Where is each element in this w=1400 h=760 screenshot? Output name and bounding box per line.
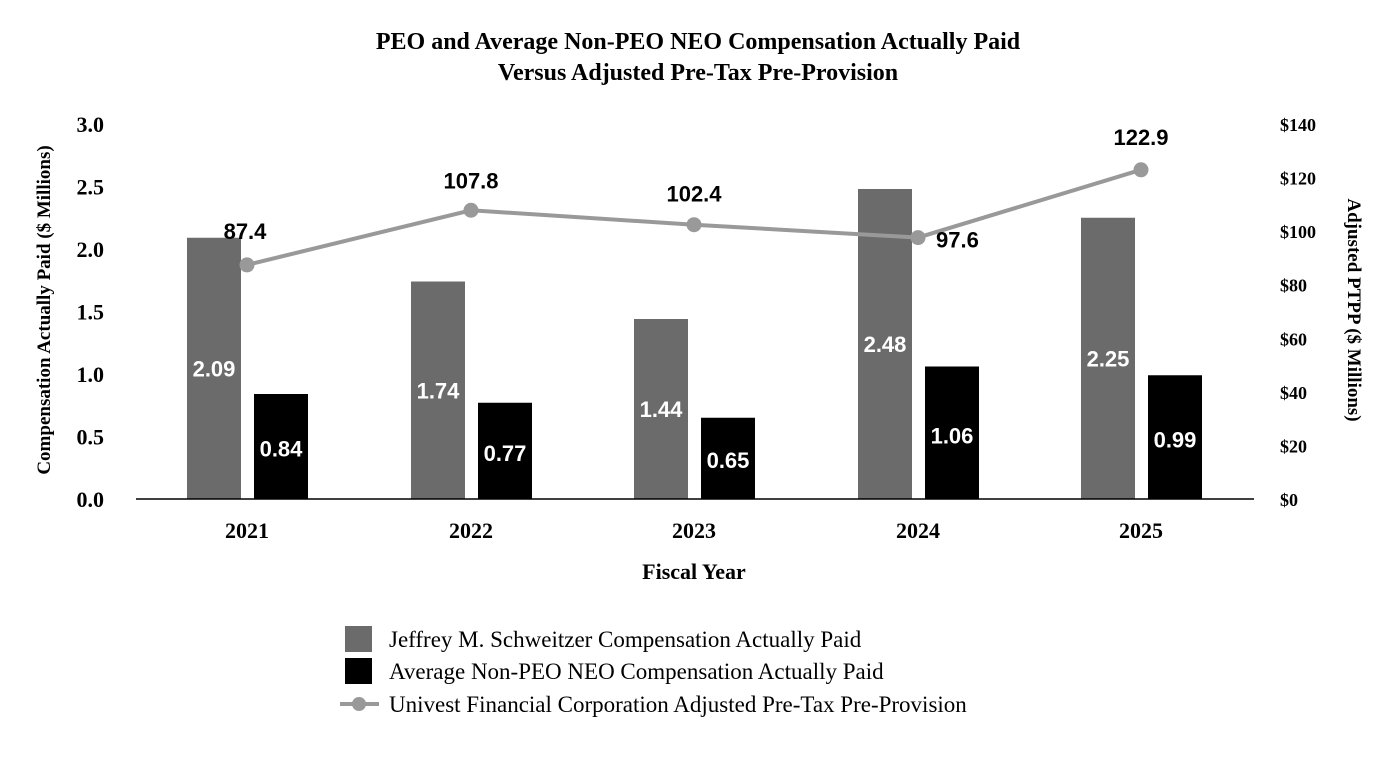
ptpp-point [1133, 162, 1149, 178]
legend-swatch-peo [345, 626, 372, 652]
x-tick-label: 2022 [449, 518, 493, 543]
y-tick-label: 3.0 [77, 112, 105, 137]
bar-peo [634, 319, 688, 499]
ptpp-point [686, 217, 702, 233]
chart-title-line-1: PEO and Average Non-PEO NEO Compensation… [376, 29, 1021, 55]
ptpp-value-label: 97.6 [936, 228, 979, 253]
line-series: 87.4 107.8 102.4 97.6 122.9 [224, 125, 1169, 273]
legend-label-non-peo: Average Non-PEO NEO Compensation Actuall… [389, 659, 884, 684]
bar-series: 2.09 1.74 1.44 2.48 2.25 0.84 0.77 0.65 1.06 0.99 [187, 189, 1202, 499]
x-tick-label: 2023 [672, 518, 716, 543]
x-axis-ticks: 2021 2022 2023 2024 2025 [225, 518, 1163, 543]
bar-value-label: 2.09 [193, 356, 236, 381]
bar-value-label: 0.84 [260, 437, 304, 462]
x-tick-label: 2025 [1119, 518, 1163, 543]
legend: Jeffrey M. Schweitzer Compensation Actua… [340, 626, 967, 717]
y2-tick-label: $40 [1280, 383, 1307, 403]
bar-peo [1081, 217, 1135, 499]
chart-title-line-2: Versus Adjusted Pre-Tax Pre-Provision [498, 60, 898, 86]
x-tick-label: 2021 [225, 518, 269, 543]
legend-label-peo: Jeffrey M. Schweitzer Compensation Actua… [389, 627, 862, 652]
legend-marker-ptpp [352, 697, 366, 711]
y-tick-label: 0.0 [77, 487, 105, 512]
left-axis-ticks: 0.0 0.5 1.0 1.5 2.0 2.5 3.0 [77, 112, 105, 512]
ptpp-point [239, 257, 255, 273]
legend-swatch-non-peo [345, 658, 372, 684]
y2-axis-label: Adjusted PTPP ($ Millions) [1343, 198, 1364, 421]
bar-value-label: 1.74 [417, 378, 461, 403]
y-axis-label: Compensation Actually Paid ($ Millions) [34, 145, 55, 474]
bar-non-peo [254, 394, 308, 499]
bar-value-label: 1.44 [640, 397, 684, 422]
bar-non-peo [925, 366, 979, 499]
bar-value-label: 0.99 [1154, 428, 1197, 453]
bar-non-peo [701, 417, 755, 499]
bar-peo [187, 237, 241, 499]
bar-value-label: 0.65 [707, 448, 750, 473]
y2-tick-label: $100 [1280, 222, 1316, 242]
ptpp-value-label: 122.9 [1113, 125, 1168, 150]
bar-non-peo [478, 402, 532, 499]
ptpp-point [910, 230, 926, 246]
y2-tick-label: $120 [1280, 169, 1316, 189]
y2-tick-label: $0 [1280, 490, 1298, 510]
y-tick-label: 1.5 [77, 300, 105, 325]
x-axis-label: Fiscal Year [642, 559, 746, 584]
y2-tick-label: $60 [1280, 329, 1307, 349]
ptpp-point [463, 202, 479, 218]
x-tick-label: 2024 [896, 518, 940, 543]
y-tick-label: 1.0 [77, 362, 105, 387]
bar-non-peo [1148, 375, 1202, 499]
ptpp-value-label: 87.4 [224, 219, 268, 244]
y-tick-label: 0.5 [77, 425, 105, 450]
y-tick-label: 2.5 [77, 175, 105, 200]
legend-label-ptpp: Univest Financial Corporation Adjusted P… [389, 692, 967, 717]
bar-peo [858, 189, 912, 499]
bar-value-label: 2.48 [864, 332, 907, 357]
ptpp-value-label: 102.4 [666, 182, 722, 207]
y-tick-label: 2.0 [77, 237, 105, 262]
right-axis-ticks: $0 $20 $40 $60 $80 $100 $120 $140 [1280, 115, 1316, 510]
bar-value-label: 2.25 [1087, 346, 1130, 371]
ptpp-value-label: 107.8 [443, 168, 498, 193]
y2-tick-label: $20 [1280, 436, 1307, 456]
bar-value-label: 1.06 [931, 423, 974, 448]
bar-peo [411, 281, 465, 499]
bar-value-label: 0.77 [484, 441, 527, 466]
y2-tick-label: $80 [1280, 276, 1307, 296]
y2-tick-label: $140 [1280, 115, 1316, 135]
